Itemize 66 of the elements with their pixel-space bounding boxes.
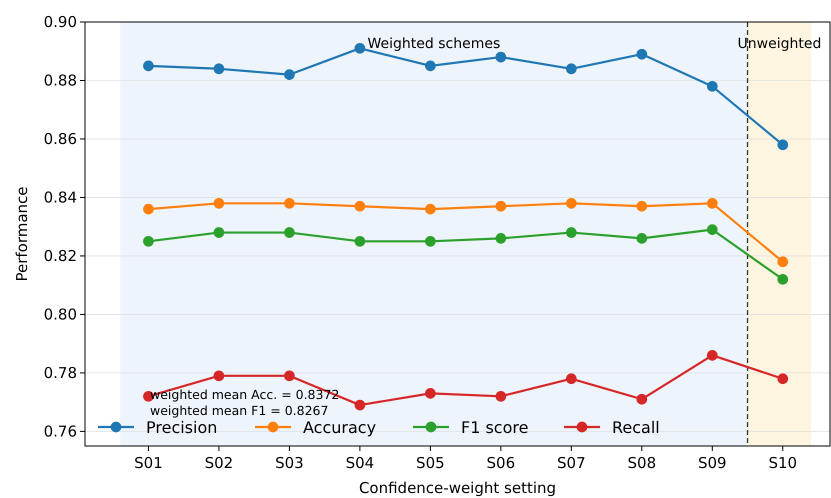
point — [143, 236, 154, 247]
point — [706, 80, 718, 92]
point — [495, 390, 506, 402]
y-tick-label: 0.86 — [44, 130, 77, 148]
x-tick-label: S10 — [768, 454, 798, 472]
x-axis-title: Confidence-weight setting — [358, 479, 556, 497]
x-tick-label: S06 — [486, 454, 516, 472]
legend-label: Accuracy — [303, 418, 376, 437]
point — [354, 42, 366, 54]
x-tick-label: S09 — [698, 454, 727, 472]
point — [354, 400, 366, 410]
point — [777, 373, 788, 384]
legend-label: Recall — [612, 418, 660, 437]
point — [495, 233, 506, 244]
point — [284, 370, 295, 382]
point — [425, 388, 436, 399]
annotation: weighted mean F1 = 0.8267 — [150, 403, 328, 418]
y-tick-label: 0.76 — [44, 422, 77, 440]
point — [636, 200, 648, 212]
point — [636, 48, 648, 60]
point — [777, 256, 788, 268]
y-tick-label: 0.90 — [44, 13, 77, 31]
point — [706, 198, 718, 209]
y-tick-label: 0.84 — [44, 188, 77, 206]
point — [425, 60, 436, 72]
point — [636, 394, 648, 405]
point — [284, 198, 295, 209]
point — [495, 200, 506, 212]
point — [566, 198, 577, 209]
point — [214, 370, 224, 382]
point — [354, 236, 366, 247]
y-axis-title: Performance — [13, 186, 31, 282]
point — [425, 204, 436, 214]
point — [777, 139, 788, 150]
y-tick-label: 0.78 — [44, 364, 77, 382]
point — [495, 52, 506, 62]
point — [284, 227, 295, 238]
point — [777, 274, 788, 285]
legend-label: F1 score — [461, 418, 528, 437]
point — [354, 200, 366, 212]
x-tick-label: S03 — [275, 454, 304, 472]
point — [566, 227, 577, 238]
x-tick-label: S02 — [204, 454, 234, 472]
point — [214, 63, 224, 74]
band-label: Weighted schemes — [368, 36, 500, 52]
x-tick-label: S01 — [134, 454, 163, 472]
x-tick-label: S08 — [628, 454, 656, 472]
x-tick-label: S07 — [557, 454, 586, 472]
point — [143, 60, 154, 72]
point — [214, 227, 224, 238]
x-tick-label: S04 — [346, 454, 374, 472]
point — [284, 69, 295, 80]
point — [706, 224, 718, 235]
band-label: Unweighted — [738, 36, 822, 52]
point — [636, 233, 648, 244]
legend-label: Precision — [146, 418, 218, 437]
point — [706, 350, 718, 361]
y-tick-label: 0.80 — [44, 305, 77, 324]
point — [143, 204, 154, 214]
point — [566, 373, 577, 384]
point — [566, 63, 577, 74]
x-tick-label: S05 — [416, 454, 445, 472]
point — [425, 236, 436, 247]
y-tick-label: 0.82 — [44, 246, 77, 265]
y-tick-label: 0.88 — [44, 71, 77, 90]
point — [214, 198, 224, 209]
